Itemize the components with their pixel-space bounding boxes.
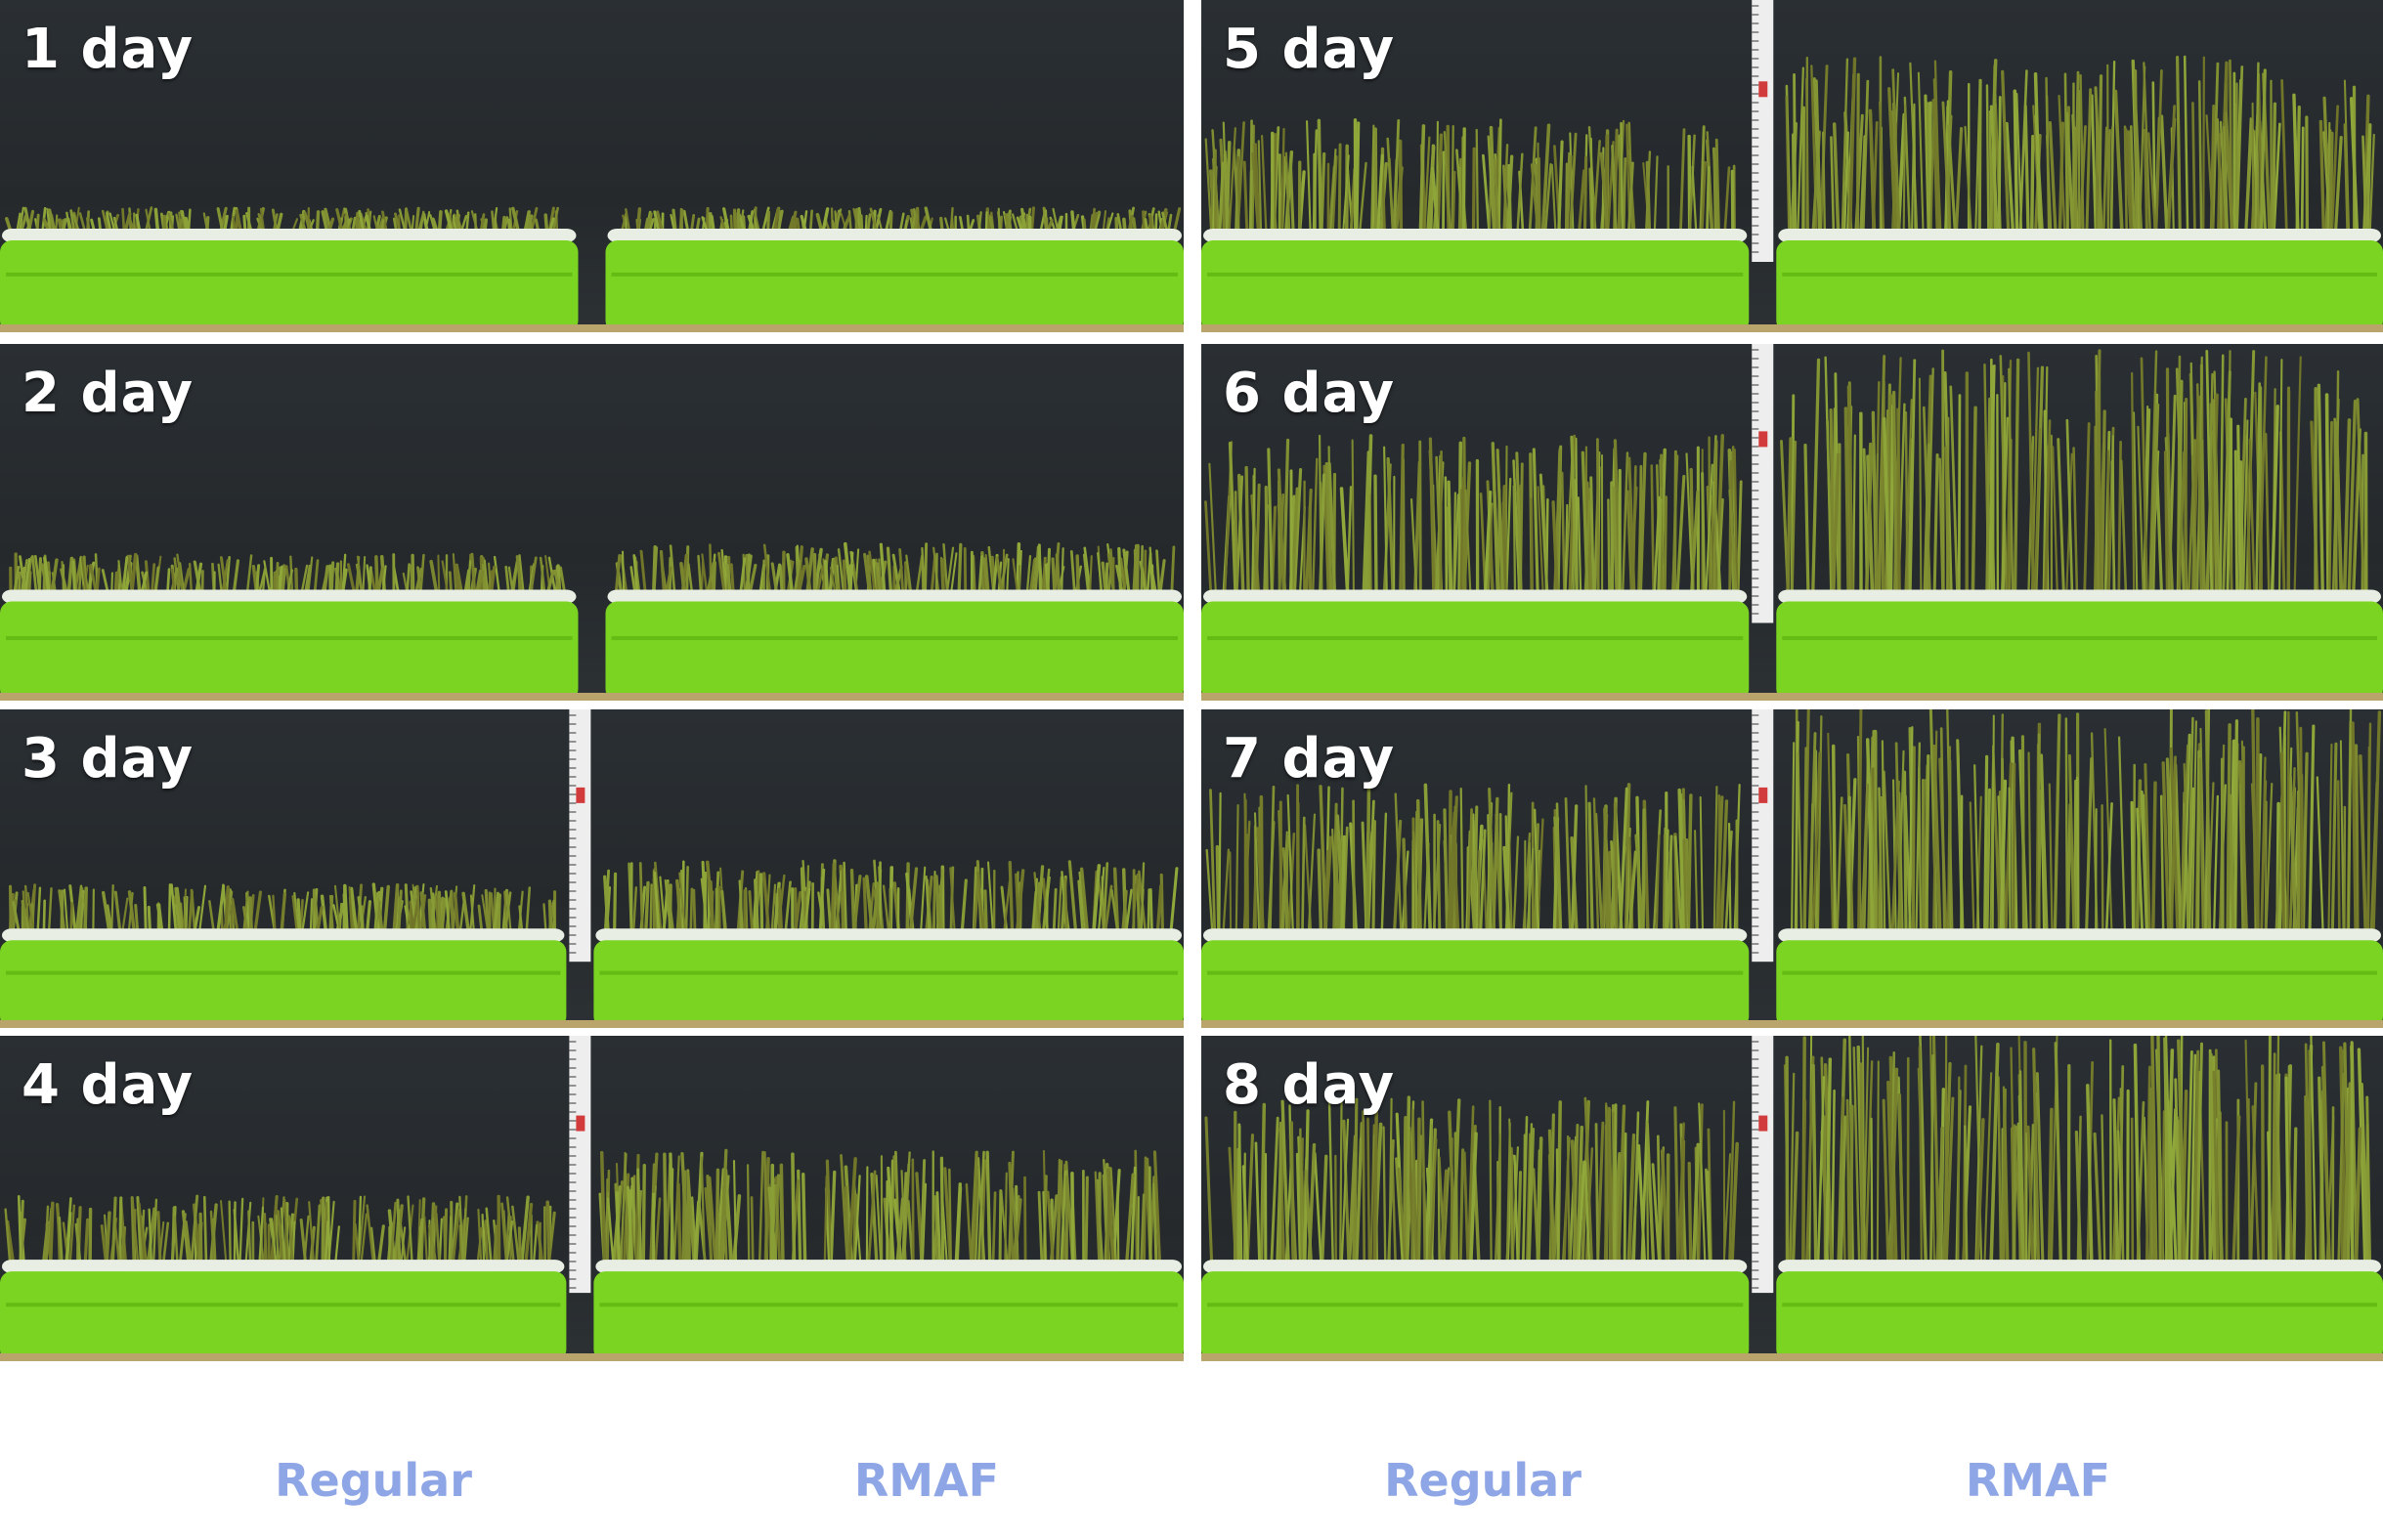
tray-photo — [1201, 344, 2383, 701]
tray-rmaf-rim — [1778, 1260, 2381, 1274]
caption-right-regular: Regular — [1384, 1454, 1581, 1507]
tray-regular-body — [0, 940, 567, 1028]
tray-rmaf-rim — [607, 589, 1182, 604]
tray-rmaf-rim — [595, 928, 1182, 943]
tray-photo — [1201, 0, 2383, 332]
day-label: 5 day — [1223, 18, 1396, 81]
tray-photo — [1201, 709, 2383, 1028]
tray-rmaf-grass — [1783, 1036, 2372, 1269]
tray-rmaf-body — [605, 240, 1184, 332]
tray-regular-grass — [1205, 782, 1741, 938]
tray-rmaf-body — [1776, 940, 2383, 1028]
tray-rmaf-grass — [603, 859, 1179, 938]
tray-rmaf-rim — [595, 1260, 1182, 1274]
tray-rmaf-rim — [1778, 928, 2381, 943]
tray-rmaf-grass — [614, 541, 1176, 600]
measuring-ruler — [1752, 1036, 1774, 1294]
photo-panel-6: 6 day — [1201, 344, 2383, 701]
tray-regular-body — [1201, 240, 1750, 332]
tray-photo — [1201, 1036, 2383, 1361]
measuring-ruler — [1752, 344, 1774, 623]
day-label: 7 day — [1223, 727, 1396, 791]
tray-rmaf-rim — [607, 229, 1182, 242]
tray-regular-rim — [2, 928, 565, 943]
measuring-ruler — [1752, 709, 1774, 962]
tray-rmaf-body — [1776, 1271, 2383, 1361]
tray-regular-rim — [1203, 1260, 1748, 1274]
day-label: 3 day — [22, 727, 195, 791]
tray-regular-rim — [2, 589, 577, 604]
tray-regular-body — [1201, 601, 1750, 701]
measuring-ruler — [569, 709, 591, 962]
caption-left-rmaf: RMAF — [853, 1454, 1000, 1507]
measuring-ruler — [1752, 0, 1774, 262]
photo-panel-5: 5 day — [1201, 0, 2383, 332]
tray-regular-rim — [2, 1260, 565, 1274]
tray-photo — [0, 541, 1184, 701]
day-label: 6 day — [1223, 362, 1396, 425]
caption-left-regular: Regular — [275, 1454, 472, 1507]
photo-panel-8: 8 day — [1201, 1036, 2383, 1361]
photo-panel-1: 1 day — [0, 0, 1184, 332]
photo-panel-2: 2 day — [0, 344, 1184, 701]
photo-panel-7: 7 day — [1201, 709, 2383, 1028]
tray-regular-body — [0, 1271, 567, 1361]
tray-photo — [0, 709, 1184, 1028]
tray-rmaf-rim — [1778, 229, 2381, 242]
tray-photo — [0, 1036, 1184, 1361]
day-label: 8 day — [1223, 1053, 1396, 1117]
tray-rmaf-rim — [1778, 589, 2381, 604]
tray-regular-body — [1201, 1271, 1750, 1361]
tray-regular-grass — [1204, 434, 1743, 600]
tray-regular-grass — [4, 1194, 556, 1269]
measuring-ruler — [569, 1036, 591, 1294]
tray-regular-rim — [2, 229, 577, 242]
tray-regular-body — [0, 601, 579, 701]
tray-rmaf-grass — [1785, 55, 2375, 238]
tray-regular-rim — [1203, 589, 1748, 604]
tray-regular-grass — [1204, 118, 1736, 238]
tray-rmaf-body — [593, 1271, 1184, 1361]
tray-rmaf-grass — [598, 1148, 1162, 1269]
day-label: 2 day — [22, 362, 195, 425]
tray-rmaf-body — [1776, 240, 2383, 332]
tray-photo — [0, 206, 1184, 332]
tray-regular-body — [0, 240, 579, 332]
tray-regular-rim — [1203, 229, 1748, 242]
tray-rmaf-grass — [1791, 709, 2382, 938]
tray-regular-grass — [1204, 1095, 1739, 1269]
tray-rmaf-grass — [1780, 349, 2368, 600]
photo-panel-4: 4 day — [0, 1036, 1184, 1361]
photo-panel-3: 3 day — [0, 709, 1184, 1028]
tray-rmaf-body — [1776, 601, 2383, 701]
day-label: 1 day — [22, 18, 195, 81]
tray-regular-body — [1201, 940, 1750, 1028]
tray-rmaf-body — [593, 940, 1184, 1028]
day-label: 4 day — [22, 1053, 195, 1117]
tray-regular-rim — [1203, 928, 1748, 943]
caption-right-rmaf: RMAF — [1965, 1454, 2111, 1507]
tray-rmaf-body — [605, 601, 1184, 701]
